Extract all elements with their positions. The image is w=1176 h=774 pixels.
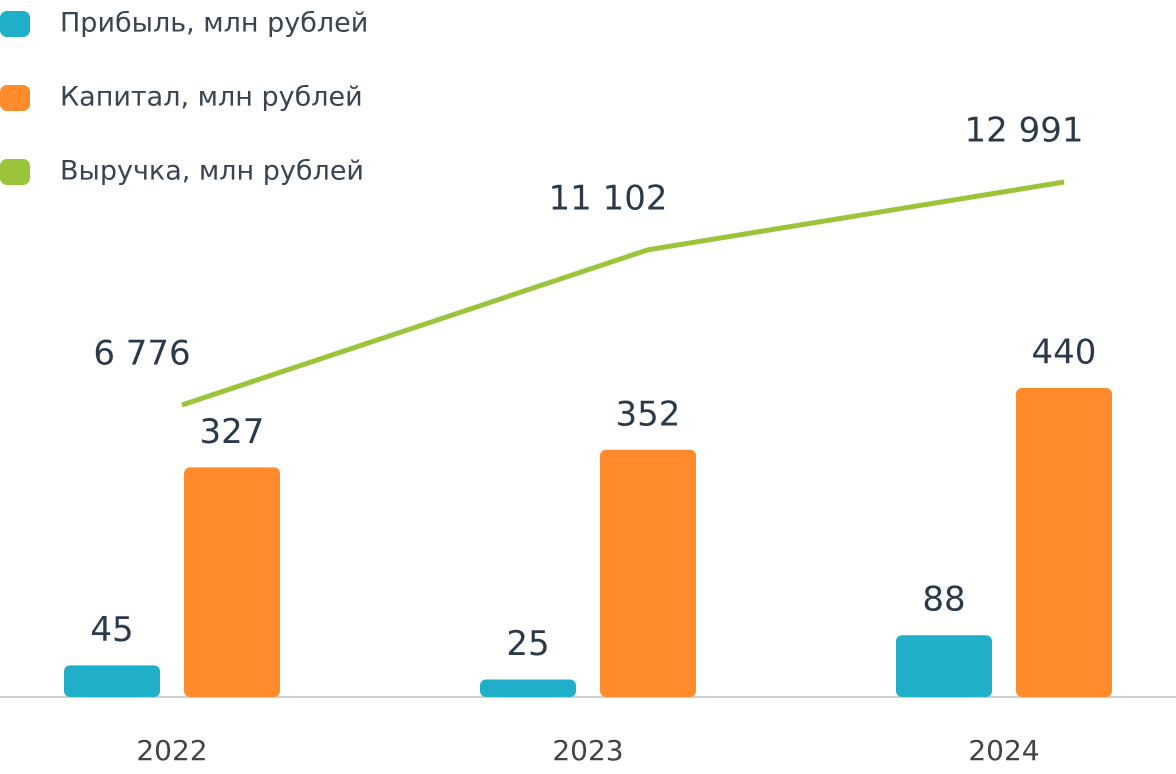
bar (600, 449, 696, 697)
value-label: 25 (506, 624, 549, 664)
value-label: 352 (616, 394, 681, 434)
bar (480, 679, 576, 697)
legend-swatch (0, 85, 30, 111)
value-label: 6 776 (93, 334, 190, 374)
legend-swatch (0, 159, 30, 185)
line (181, 179, 1065, 408)
bar (896, 635, 992, 697)
bar (184, 467, 280, 697)
legend-swatch (0, 11, 30, 37)
x-tick-label: 2024 (968, 734, 1039, 767)
x-tick-label: 2022 (136, 734, 207, 767)
legend-label: Выручка, млн рублей (60, 156, 364, 187)
bar (64, 665, 160, 697)
value-label: 45 (90, 610, 133, 650)
value-label: 12 991 (965, 111, 1084, 151)
bar (1016, 388, 1112, 697)
legend-label: Капитал, млн рублей (60, 82, 363, 113)
legend-label: Прибыль, млн рублей (60, 8, 368, 39)
x-tick-label: 2023 (552, 734, 623, 767)
value-label: 440 (1032, 333, 1097, 373)
value-label: 88 (922, 580, 965, 620)
value-label: 327 (200, 412, 265, 452)
value-label: 11 102 (549, 178, 668, 218)
